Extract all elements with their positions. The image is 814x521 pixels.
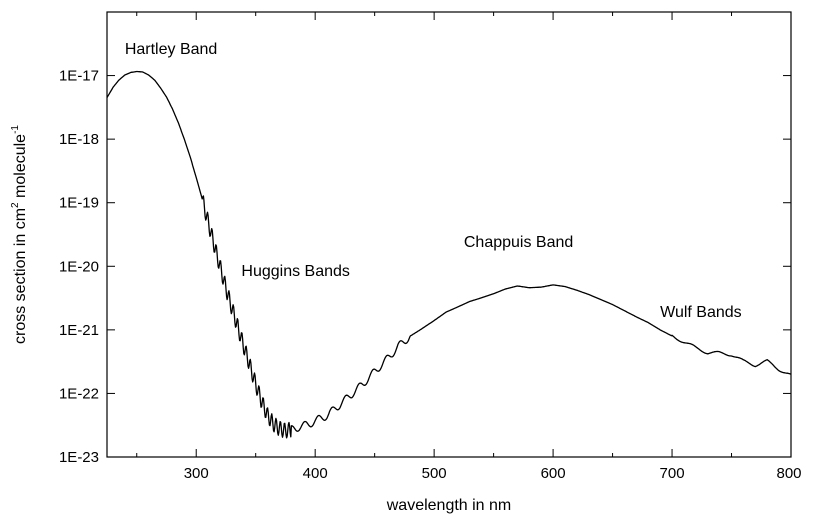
annotation-huggins: Huggins Bands: [241, 263, 350, 280]
x-axis-ticks: 300 400 500 600 700 800: [136, 12, 802, 482]
absorption-cross-section-line: [106, 70, 792, 439]
x-tick-label: 300: [184, 465, 209, 482]
plot-frame: [106, 11, 792, 458]
band-annotations: Hartley Band Huggins Bands Chappuis Band…: [125, 41, 742, 321]
annotation-hartley: Hartley Band: [125, 41, 218, 58]
y-tick-label: 1E-22: [59, 385, 99, 402]
y-axis-label: cross section in cm2 molecule-1: [10, 125, 29, 344]
annotation-chappuis: Chappuis Band: [464, 234, 573, 251]
x-tick-label: 800: [776, 465, 801, 482]
y-axis-label-sup1: 2: [10, 202, 21, 208]
y-tick-label: 1E-21: [59, 322, 99, 339]
annotation-wulf: Wulf Bands: [660, 304, 742, 321]
x-tick-label: 500: [422, 465, 447, 482]
y-tick-label: 1E-17: [59, 68, 99, 85]
y-axis-label-sup2: -1: [10, 125, 21, 134]
x-tick-label: 700: [660, 465, 685, 482]
x-axis-label: wavelength in nm: [386, 497, 512, 514]
x-tick-label: 600: [541, 465, 566, 482]
y-tick-label: 1E-23: [59, 449, 99, 466]
y-axis-ticks: 1E-23 1E-22 1E-21 1E-20 1E-19 1E-18 1E-17: [59, 68, 791, 466]
y-axis-label-mid: molecule: [12, 134, 29, 203]
y-axis-label-main: cross section in cm: [12, 208, 29, 344]
y-tick-label: 1E-18: [59, 131, 99, 148]
y-tick-label: 1E-19: [59, 195, 99, 212]
y-tick-label: 1E-20: [59, 258, 99, 275]
x-tick-label: 400: [303, 465, 328, 482]
